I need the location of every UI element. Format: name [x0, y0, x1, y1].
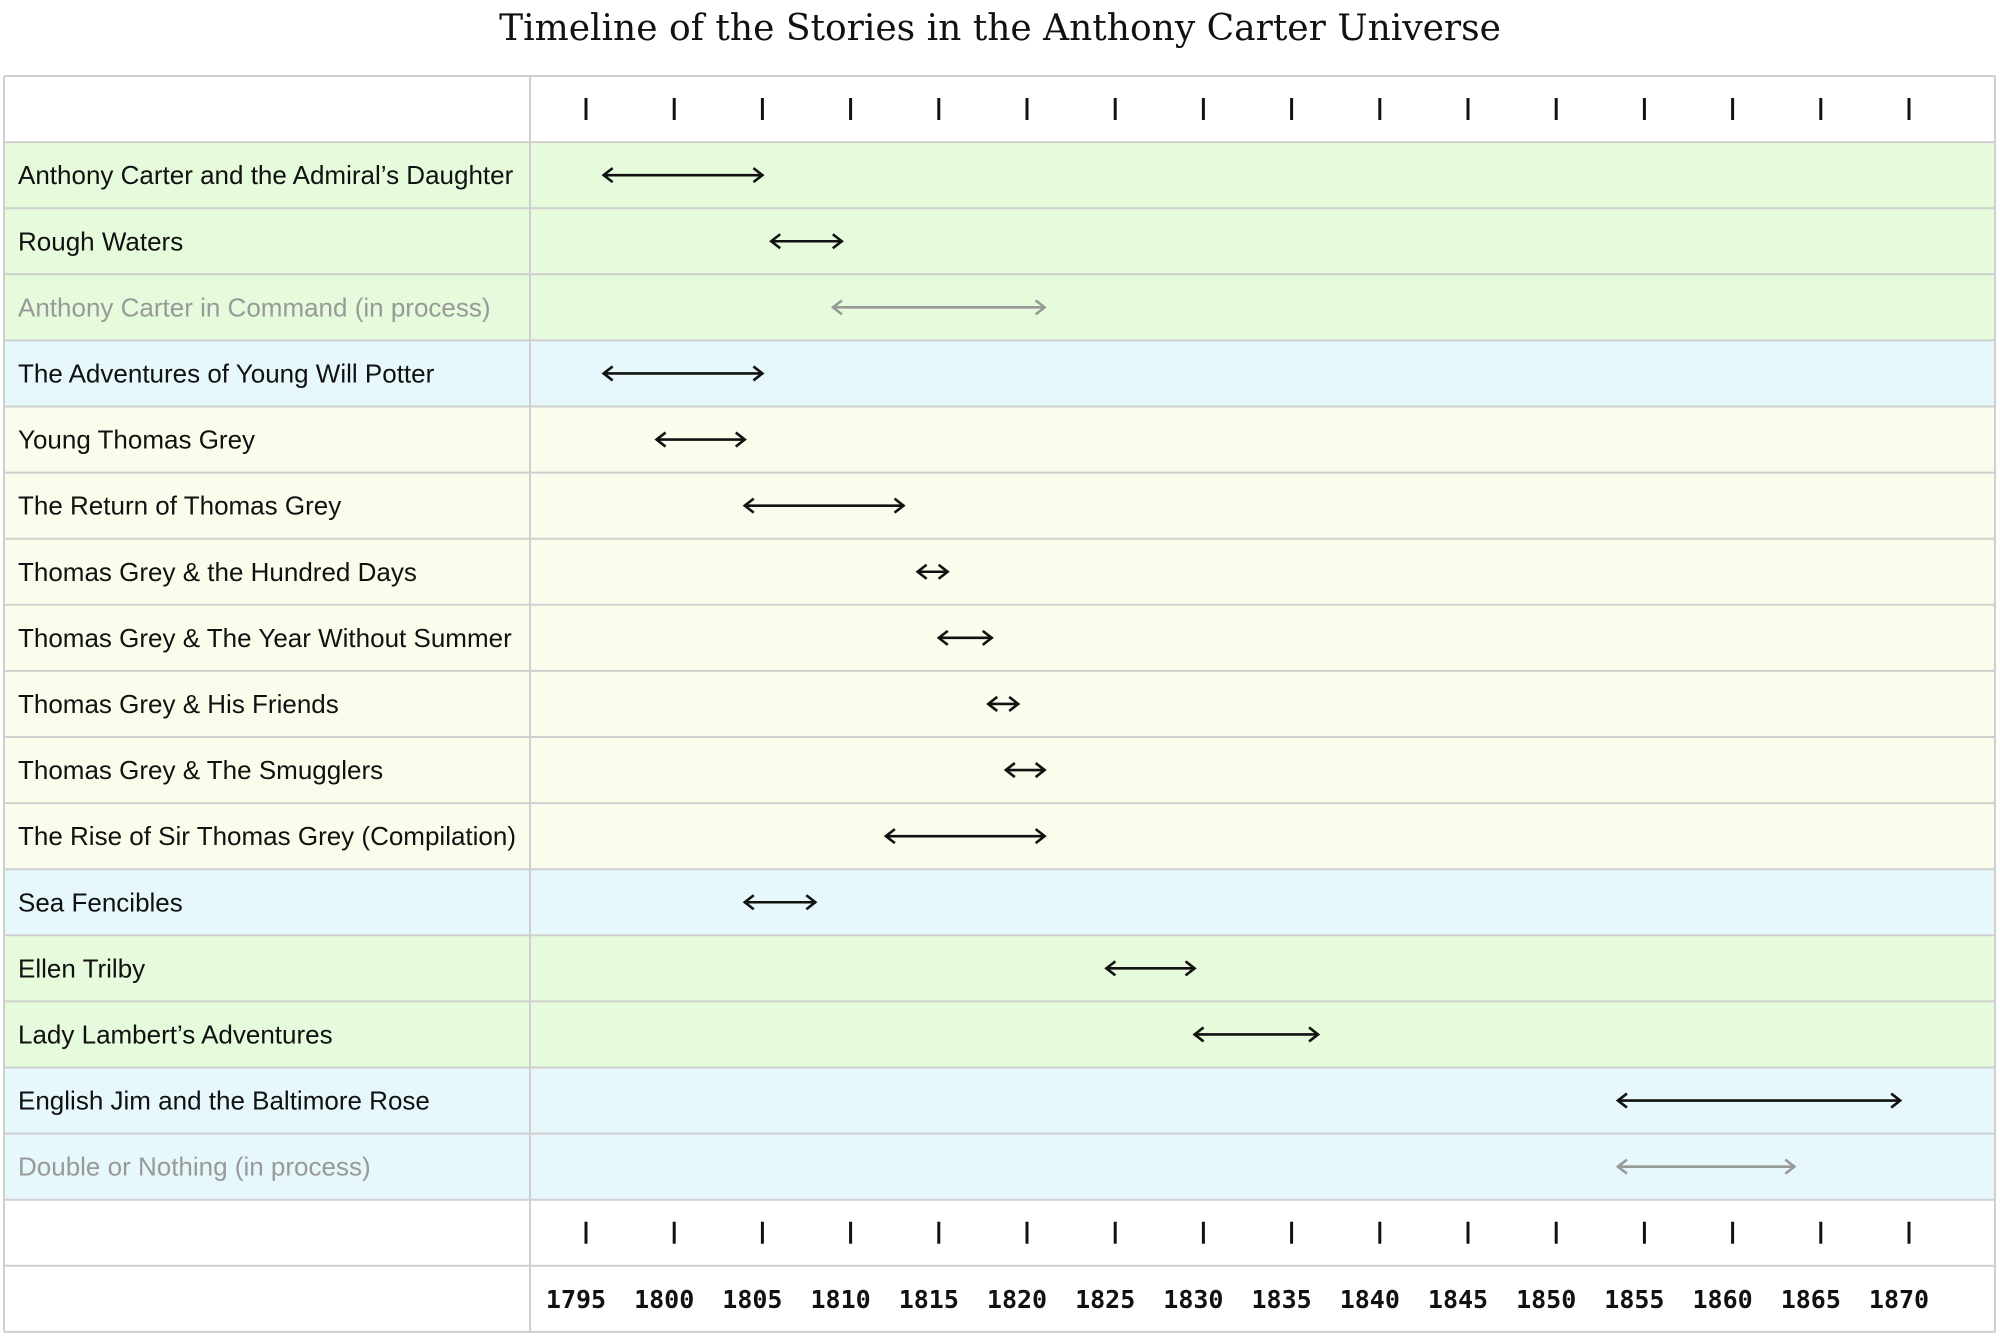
row-label: Thomas Grey & The Smugglers — [18, 755, 383, 785]
timeline-arrow — [601, 167, 765, 184]
timeline-arrow — [742, 497, 906, 514]
timeline-arrow — [936, 629, 994, 646]
row-background — [4, 737, 1995, 804]
tick-marks — [584, 98, 1911, 1244]
table-grid — [3, 75, 1996, 1333]
year-label: 1825 — [1075, 1285, 1135, 1314]
year-label: 1820 — [987, 1285, 1047, 1314]
year-axis-labels: 1795 1800 1805 1810 1815 1820 1825 1830 1835 1840… — [546, 1285, 1929, 1314]
year-label: 1845 — [1428, 1285, 1488, 1314]
year-label: 1840 — [1340, 1285, 1400, 1314]
row-label: Ellen Trilby — [18, 953, 145, 983]
row-background — [4, 340, 1995, 407]
timeline-arrow — [1615, 1092, 1903, 1109]
row-background — [4, 142, 1995, 209]
row-backgrounds — [4, 142, 1995, 1200]
timeline-arrow — [915, 563, 950, 580]
row-background — [4, 406, 1995, 473]
row-label: Thomas Grey & The Year Without Summer — [18, 623, 512, 653]
timeline-arrow — [986, 695, 1021, 712]
row-label: Thomas Grey & the Hundred Days — [18, 557, 417, 587]
year-label: 1830 — [1163, 1285, 1223, 1314]
year-label: 1795 — [546, 1285, 606, 1314]
year-label: 1835 — [1251, 1285, 1311, 1314]
row-label: Anthony Carter and the Admiral’s Daughte… — [18, 160, 514, 190]
timeline-arrow — [1615, 1158, 1797, 1175]
timeline-arrow — [601, 365, 765, 382]
timeline-arrows — [601, 167, 1903, 1175]
timeline-arrow — [883, 828, 1047, 845]
row-label: The Return of Thomas Grey — [18, 491, 341, 521]
timeline-arrow — [1104, 960, 1197, 977]
row-background — [4, 538, 1995, 605]
row-label: Anthony Carter in Command (in process) — [18, 292, 491, 322]
row-background — [4, 1001, 1995, 1068]
timeline-arrow — [769, 233, 844, 250]
row-background — [4, 208, 1995, 275]
row-background — [4, 869, 1995, 936]
year-label: 1810 — [810, 1285, 870, 1314]
row-label: Sea Fencibles — [18, 887, 183, 917]
row-label: Young Thomas Grey — [18, 425, 255, 455]
chart-title: Timeline of the Stories in the Anthony C… — [499, 8, 1501, 49]
row-label: Thomas Grey & His Friends — [18, 689, 339, 719]
row-label: The Rise of Sir Thomas Grey (Compilation… — [18, 821, 516, 851]
timeline-arrow — [830, 299, 1047, 316]
year-label: 1850 — [1516, 1285, 1576, 1314]
timeline-arrow — [654, 431, 747, 448]
timeline-arrow — [1192, 1026, 1321, 1043]
year-label: 1805 — [722, 1285, 782, 1314]
row-label: Rough Waters — [18, 226, 183, 256]
year-label: 1860 — [1692, 1285, 1752, 1314]
year-label: 1815 — [899, 1285, 959, 1314]
row-background — [4, 604, 1995, 671]
row-labels: Anthony Carter and the Admiral’s Daughte… — [18, 160, 516, 1182]
year-label: 1855 — [1604, 1285, 1664, 1314]
row-background — [4, 472, 1995, 539]
year-label: 1800 — [634, 1285, 694, 1314]
year-label: 1865 — [1781, 1285, 1841, 1314]
year-label: 1870 — [1869, 1285, 1929, 1314]
timeline-arrow — [1003, 762, 1047, 779]
row-label: Lady Lambert’s Adventures — [18, 1019, 333, 1049]
row-label: The Adventures of Young Will Potter — [18, 358, 435, 388]
row-label: Double or Nothing (in process) — [18, 1152, 371, 1182]
row-background — [4, 935, 1995, 1002]
row-label: English Jim and the Baltimore Rose — [18, 1086, 430, 1116]
timeline-arrow — [742, 894, 818, 911]
